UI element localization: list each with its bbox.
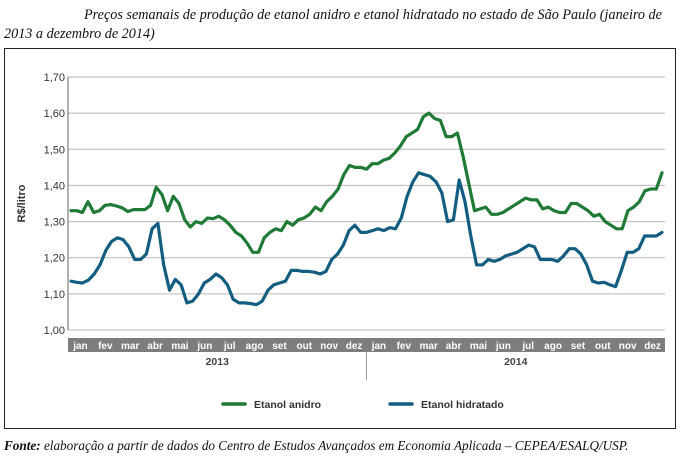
month-label: nov xyxy=(619,341,637,352)
y-tick-label: 1,50 xyxy=(44,144,65,156)
month-label: fev xyxy=(397,341,412,352)
line-chart: 1,00 1,10 1,20 1,30 1,40 1,50 1,60 1,70 R$/litro… xyxy=(16,72,665,411)
month-label: jun xyxy=(196,341,212,352)
month-band xyxy=(68,338,665,352)
month-label: jul xyxy=(521,341,534,352)
month-label: out xyxy=(595,341,611,352)
series-line-etanol-hidratado xyxy=(69,171,664,307)
month-label: mar xyxy=(121,341,139,352)
month-label: mai xyxy=(171,341,188,352)
figure-caption: Preços semanais de produção de etanol an… xyxy=(4,7,662,42)
month-label: jan xyxy=(371,341,386,352)
y-tick-label: 1,30 xyxy=(44,217,65,229)
y-tick-label: 1,60 xyxy=(44,108,65,120)
y-tick-label: 1,20 xyxy=(44,253,65,265)
y-tick-label: 1,40 xyxy=(44,180,65,192)
month-label: mai xyxy=(470,341,487,352)
series-line-etanol-anidro xyxy=(69,111,664,254)
month-label: jul xyxy=(223,341,236,352)
y-axis-label: R$/litro xyxy=(16,184,28,222)
month-label: dez xyxy=(644,341,661,352)
y-tick-label: 1,10 xyxy=(44,289,65,301)
source-label: Fonte: xyxy=(4,438,41,453)
month-label: dez xyxy=(346,341,363,352)
month-label: mar xyxy=(420,341,438,352)
month-label: jan xyxy=(72,341,87,352)
month-label: ago xyxy=(544,341,562,352)
y-tick-label: 1,00 xyxy=(44,325,65,337)
month-label: jun xyxy=(495,341,511,352)
year-label: 2014 xyxy=(504,356,528,368)
y-tick-label: 1,70 xyxy=(44,72,65,84)
month-label: abr xyxy=(147,341,163,352)
chart-frame: 1,00 1,10 1,20 1,30 1,40 1,50 1,60 1,70 R$/litro… xyxy=(4,48,676,429)
year-label: 2013 xyxy=(206,356,230,368)
month-label: out xyxy=(297,341,313,352)
legend-label: Etanol hidratado xyxy=(421,399,504,411)
figure-source: Fonte: elaboração a partir de dados do C… xyxy=(4,438,680,454)
month-label: fev xyxy=(98,341,113,352)
month-label: nov xyxy=(320,341,338,352)
legend-label: Etanol anidro xyxy=(254,399,321,411)
month-label: ago xyxy=(246,341,264,352)
month-label: set xyxy=(571,341,586,352)
month-label: set xyxy=(272,341,287,352)
month-label: abr xyxy=(446,341,462,352)
source-text: elaboração a partir de dados do Centro d… xyxy=(40,438,629,453)
